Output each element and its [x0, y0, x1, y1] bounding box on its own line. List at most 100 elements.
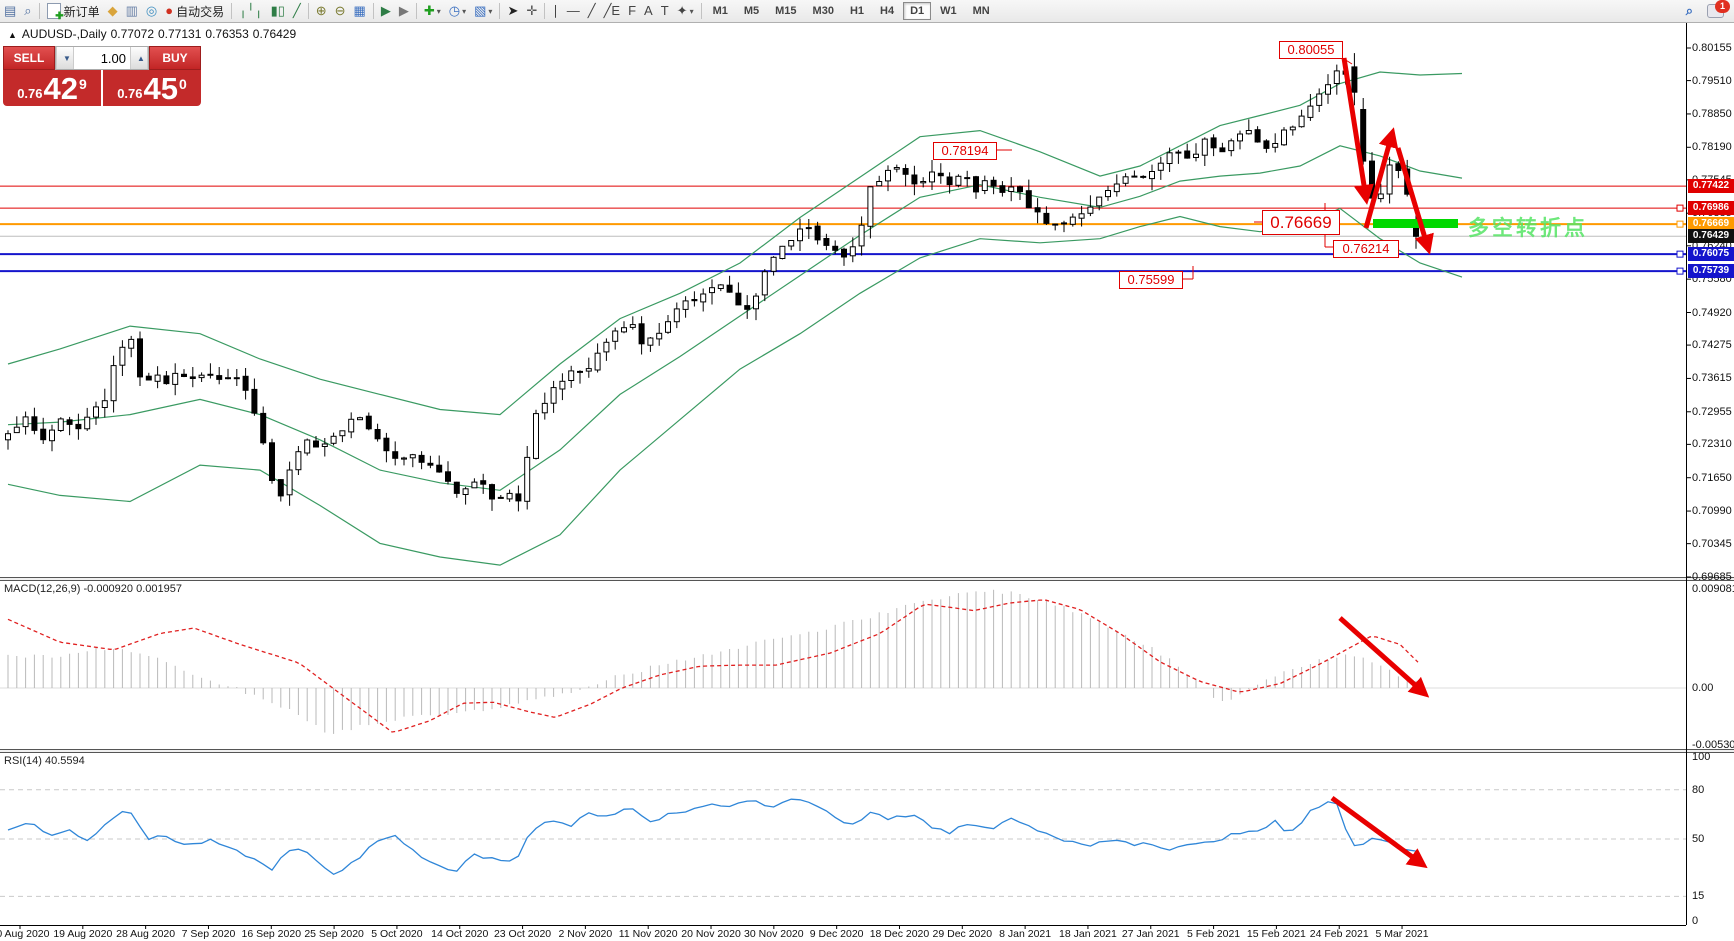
fibonacci-icon[interactable]: F — [624, 1, 640, 21]
price-callout-label[interactable]: 0.76669 — [1262, 210, 1340, 235]
timeframe-h1-button[interactable]: H1 — [849, 5, 865, 17]
text-icon: A — [644, 3, 653, 18]
volume-down-button[interactable]: ▼ — [56, 47, 74, 69]
horizontal-line-icon: — — [566, 3, 580, 18]
sell-button[interactable]: SELL — [3, 46, 55, 70]
macd-signal-line — [7, 599, 1419, 733]
axis-price-flag: 0.76075 — [1688, 247, 1734, 262]
autotrading-button[interactable]: ● 自动交易 — [161, 1, 228, 21]
buy-price-button[interactable]: 0.76 45 0 — [102, 70, 201, 106]
crosshair-icon[interactable]: ✛ — [522, 1, 541, 21]
cursor-icon[interactable]: ➤ — [503, 1, 522, 21]
equidistant-channel-icon[interactable]: ╱E — [600, 1, 625, 21]
new-order-button[interactable]: ✚ 新订单 — [43, 1, 104, 22]
signals-icon: ◎ — [145, 3, 158, 18]
timeframe-m15-button[interactable]: M15 — [775, 5, 797, 17]
bar-chart-icon[interactable]: ╷╵╷ — [235, 1, 266, 21]
rsi-axis-label: 15 — [1692, 890, 1705, 903]
rsi-label: RSI(14) 40.5594 — [4, 755, 85, 767]
sell-price-small: 0.76 — [17, 86, 43, 101]
line-handle[interactable] — [1676, 220, 1684, 228]
date-label: 18 Jan 2021 — [1059, 928, 1117, 940]
terminal-icon[interactable]: ▥ — [122, 1, 142, 21]
tile-windows-icon[interactable]: ▦ — [350, 1, 370, 21]
price-tick-label: 0.78190 — [1692, 141, 1732, 154]
vertical-line-icon[interactable]: ∣ — [548, 1, 563, 21]
chart-window-icon[interactable]: ▤ — [0, 1, 20, 21]
one-click-trading-panel: SELL ▼ ▲ BUY 0.76 42 9 0.76 45 0 — [3, 46, 201, 106]
axis-price-flag: 0.76669 — [1688, 217, 1734, 232]
templates-icon[interactable]: ▧ ▾ — [470, 1, 496, 21]
date-label: 2 Nov 2020 — [558, 928, 613, 940]
chart-shift-icon[interactable]: ▶ — [395, 1, 413, 21]
ohlc-close: 0.76429 — [252, 27, 297, 41]
data-window-icon[interactable]: ⌕ — [20, 1, 35, 21]
arrows-style-icon[interactable]: ✦ ▾ — [673, 1, 698, 21]
price-tick-label: 0.70345 — [1692, 537, 1732, 550]
ohlc-low: 0.76353 — [205, 27, 249, 41]
trendline-icon[interactable]: ╱ — [584, 1, 600, 21]
chat-bubble-icon: 1 — [1707, 0, 1730, 18]
zoom-in-icon[interactable]: ⊕ — [312, 1, 331, 21]
auto-scroll-icon[interactable]: ▶ — [377, 1, 395, 21]
rsi-axis-label: 100 — [1692, 751, 1711, 763]
toolbar-separator — [372, 3, 374, 19]
trend-arrow-macd[interactable] — [1338, 616, 1430, 698]
search-icon: ⌕ — [1685, 3, 1693, 18]
mql5-market-icon[interactable]: ◆ — [104, 1, 122, 21]
timeframe-m1-button[interactable]: M1 — [712, 5, 728, 17]
price-callout-label[interactable]: 0.76214 — [1333, 240, 1399, 258]
collapse-arrow-icon[interactable]: ▲ — [8, 30, 17, 40]
zoom-out-icon[interactable]: ⊖ — [331, 1, 350, 21]
trend-arrow-rsi[interactable] — [1330, 795, 1428, 869]
line-handle[interactable] — [1676, 267, 1684, 275]
line-handle[interactable] — [1676, 250, 1684, 258]
candlestick-chart-icon[interactable]: ▮▯ — [267, 1, 289, 21]
text-label-icon[interactable]: T — [657, 1, 673, 21]
main-toolbar: ▤ ⌕ ✚ 新订单 ◆ ▥ ◎ ● 自动交易 ╷╵╷ ▮▯ ╱ ⊕ ⊖ ▦ ▶ ▶ ✚ ▾ ◷ ▾ ▧ ▾ ➤ ✛ ∣ — ╱ ╱E F A… — [0, 0, 1734, 23]
price-callout-label[interactable]: 0.80055 — [1279, 41, 1343, 59]
panel-divider[interactable] — [0, 749, 1734, 753]
sell-price-button[interactable]: 0.76 42 9 — [3, 70, 102, 106]
price-tick-label: 0.71650 — [1692, 471, 1732, 484]
trend-arrow-main[interactable] — [1363, 127, 1399, 229]
text-icon[interactable]: A — [640, 1, 657, 21]
signals-icon[interactable]: ◎ — [142, 1, 161, 21]
timeframe-d1-button[interactable]: D1 — [903, 2, 932, 20]
date-label: 15 Feb 2021 — [1246, 928, 1306, 940]
autotrading-icon: ● — [165, 3, 174, 18]
timeframe-h4-button[interactable]: H4 — [880, 5, 895, 17]
price-callout-label[interactable]: 0.75599 — [1119, 271, 1183, 289]
buy-button[interactable]: BUY — [149, 46, 201, 70]
bollinger-middle-band — [7, 145, 1463, 491]
price-callout-label[interactable]: 0.78194 — [933, 142, 997, 160]
toolbar-separator — [307, 3, 309, 19]
volume-input[interactable] — [74, 47, 130, 69]
search-button[interactable]: ⌕ — [1682, 1, 1697, 21]
timeframe-m5-button[interactable]: M5 — [743, 5, 760, 17]
date-label: 24 Feb 2021 — [1309, 928, 1369, 940]
annotation-text: 多空转折点 — [1468, 217, 1588, 240]
notifications-button[interactable]: 1 — [1703, 0, 1730, 21]
date-label: 25 Sep 2020 — [304, 928, 364, 940]
horizontal-line-icon[interactable]: — — [563, 1, 584, 21]
green-highlight-bar[interactable] — [1373, 219, 1458, 228]
zoom-in-icon: ⊕ — [315, 3, 327, 18]
volume-up-button[interactable]: ▲ — [130, 47, 148, 69]
line-chart-icon[interactable]: ╱ — [289, 1, 305, 21]
timeframe-mn-button[interactable]: MN — [972, 5, 990, 17]
toolbar-separator — [231, 3, 233, 19]
indicators-icon[interactable]: ✚ ▾ — [420, 1, 445, 21]
panel-divider[interactable] — [0, 577, 1734, 581]
price-tick-label: 0.79510 — [1692, 74, 1732, 87]
line-chart-icon: ╱ — [292, 3, 301, 18]
timeframe-w1-button[interactable]: W1 — [940, 5, 957, 17]
trend-arrow-main[interactable] — [1395, 147, 1434, 255]
periods-icon[interactable]: ◷ ▾ — [445, 1, 470, 21]
timeframe-m30-button[interactable]: M30 — [812, 5, 834, 17]
trend-arrow-main[interactable] — [1341, 57, 1374, 205]
line-handle[interactable] — [1676, 204, 1684, 212]
rsi-axis-label: 80 — [1692, 783, 1705, 796]
